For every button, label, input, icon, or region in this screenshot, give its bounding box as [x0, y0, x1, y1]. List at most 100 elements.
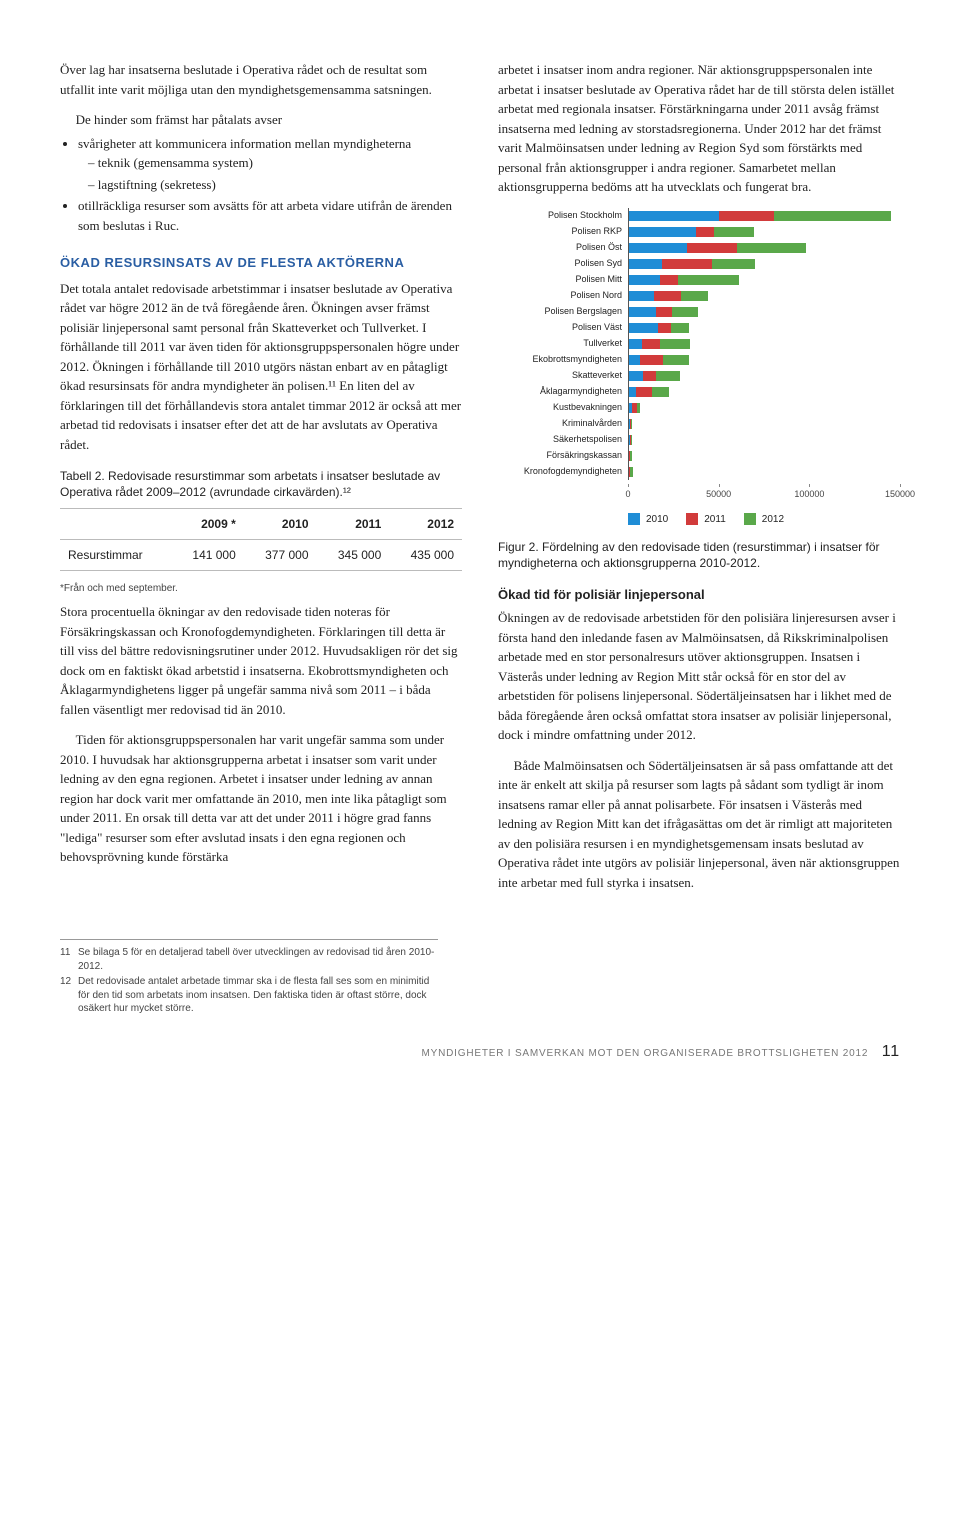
bar-segment	[629, 275, 660, 285]
table-cell: Resurstimmar	[60, 540, 171, 571]
bar-segment	[640, 355, 663, 365]
footnote-12: 12 Det redovisade antalet arbetade timma…	[60, 975, 438, 1016]
table-asterisk-note: *Från och med september.	[60, 581, 462, 596]
bar-segment	[671, 323, 689, 333]
chart-row: Polisen Mitt	[498, 272, 900, 288]
bar-segment	[714, 227, 754, 237]
bar-segment	[672, 307, 697, 317]
chart-row-bars	[628, 272, 900, 288]
legend-item-2011: 2011	[686, 512, 726, 527]
chart-row: Polisen Bergslagen	[498, 304, 900, 320]
chart-row-bars	[628, 352, 900, 368]
chart-row-bars	[628, 256, 900, 272]
bar-segment	[631, 435, 632, 445]
bar-segment	[629, 243, 687, 253]
table-row: Resurstimmar 141 000 377 000 345 000 435…	[60, 540, 462, 571]
chart-row-label: Kustbevakningen	[498, 401, 628, 415]
table-header: 2010	[244, 509, 317, 540]
bar-segment	[631, 419, 632, 429]
chart-row: Polisen Stockholm	[498, 208, 900, 224]
table-header	[60, 509, 171, 540]
legend-label: 2011	[704, 512, 726, 527]
bar-segment	[658, 323, 671, 333]
chart-row: Skatteverket	[498, 368, 900, 384]
bar-segment	[629, 291, 654, 301]
footnote-text: Det redovisade antalet arbetade timmar s…	[78, 975, 438, 1016]
body-paragraph: Både Malmöinsatsen och Södertäljeinsatse…	[498, 756, 900, 893]
legend-item-2012: 2012	[744, 512, 784, 527]
subsection-heading-okad-tid: Ökad tid för polisiär linjepersonal	[498, 585, 900, 605]
section-heading-resursinsats: ÖKAD RESURSINSATS AV DE FLESTA AKTÖRERNA	[60, 253, 462, 273]
hinder-list: svårigheter att kommunicera information …	[60, 134, 462, 236]
chart-row: Polisen Nord	[498, 288, 900, 304]
legend-item-2010: 2010	[628, 512, 668, 527]
chart-row-bars	[628, 208, 900, 224]
chart-row-label: Polisen RKP	[498, 225, 628, 239]
chart-row-bars	[628, 448, 900, 464]
sub-item: teknik (gemensamma system)	[88, 153, 462, 173]
chart-row: Kronofogdemyndigheten	[498, 464, 900, 480]
bar-stack	[629, 259, 900, 269]
bar-segment	[660, 275, 678, 285]
legend-swatch	[686, 513, 698, 525]
bar-stack	[629, 419, 900, 429]
chart-row: Ekobrottsmyndigheten	[498, 352, 900, 368]
bar-segment	[629, 307, 656, 317]
bar-stack	[629, 291, 900, 301]
intro-paragraph: Över lag har insatserna beslutade i Oper…	[60, 60, 462, 99]
chart-row-label: Försäkringskassan	[498, 449, 628, 463]
bar-segment	[642, 339, 660, 349]
bar-stack	[629, 467, 900, 477]
footer-line: MYNDIGHETER I SAMVERKAN MOT DEN ORGANISE…	[422, 1048, 869, 1059]
chart-row: Kustbevakningen	[498, 400, 900, 416]
chart-row-label: Polisen Syd	[498, 257, 628, 271]
bar-stack	[629, 355, 900, 365]
left-column: Över lag har insatserna beslutade i Oper…	[60, 60, 462, 903]
chart-row-bars	[628, 464, 900, 480]
bar-stack	[629, 323, 900, 333]
table-cell: 435 000	[389, 540, 462, 571]
body-paragraph: Det totala antalet redovisade arbetstimm…	[60, 279, 462, 455]
bar-segment	[629, 371, 643, 381]
right-column: arbetet i insatser inom andra regioner. …	[498, 60, 900, 903]
bar-segment	[662, 259, 713, 269]
chart-row-label: Skatteverket	[498, 369, 628, 383]
figure-caption: Figur 2. Fördelning av den redovisade ti…	[498, 539, 900, 571]
chart-row-label: Ekobrottsmyndigheten	[498, 353, 628, 367]
legend-label: 2012	[762, 512, 784, 527]
resurstimmar-table: 2009 * 2010 2011 2012 Resurstimmar 141 0…	[60, 508, 462, 571]
chart-row-label: Polisen Bergslagen	[498, 305, 628, 319]
chart-row-label: Kriminalvården	[498, 417, 628, 431]
chart-row-bars	[628, 320, 900, 336]
bar-stack	[629, 227, 900, 237]
bar-segment	[629, 355, 640, 365]
chart-row: Tullverket	[498, 336, 900, 352]
bar-stack	[629, 387, 900, 397]
chart-row: Kriminalvården	[498, 416, 900, 432]
footnote-11: 11 Se bilaga 5 för en detaljerad tabell …	[60, 946, 438, 973]
legend-swatch	[628, 513, 640, 525]
table-header-row: 2009 * 2010 2011 2012	[60, 509, 462, 540]
footnote-number: 12	[60, 975, 78, 1016]
list-item: otillräckliga resurser som avsätts för a…	[78, 196, 462, 235]
list-item: svårigheter att kommunicera information …	[78, 134, 462, 195]
chart-row: Polisen Öst	[498, 240, 900, 256]
bar-stack	[629, 275, 900, 285]
bar-segment	[656, 371, 679, 381]
bar-segment	[712, 259, 755, 269]
resurstimmar-bar-chart: Polisen StockholmPolisen RKP Polisen Öst P…	[498, 208, 900, 498]
footnote-number: 11	[60, 946, 78, 973]
page-footer: MYNDIGHETER I SAMVERKAN MOT DEN ORGANISE…	[60, 1040, 900, 1064]
chart-row-label: Polisen Öst	[498, 241, 628, 255]
bar-segment	[629, 323, 658, 333]
axis-tick: 0	[628, 484, 719, 498]
main-two-column: Över lag har insatserna beslutade i Oper…	[60, 60, 900, 903]
table-header: 2012	[389, 509, 462, 540]
bar-stack	[629, 339, 900, 349]
bar-stack	[629, 307, 900, 317]
chart-row: Åklagarmyndigheten	[498, 384, 900, 400]
chart-legend: 2010 2011 2012	[628, 512, 900, 527]
chart-x-axis: 050000100000150000	[628, 484, 900, 498]
list-item-text: svårigheter att kommunicera information …	[78, 136, 411, 151]
chart-row-label: Polisen Mitt	[498, 273, 628, 287]
